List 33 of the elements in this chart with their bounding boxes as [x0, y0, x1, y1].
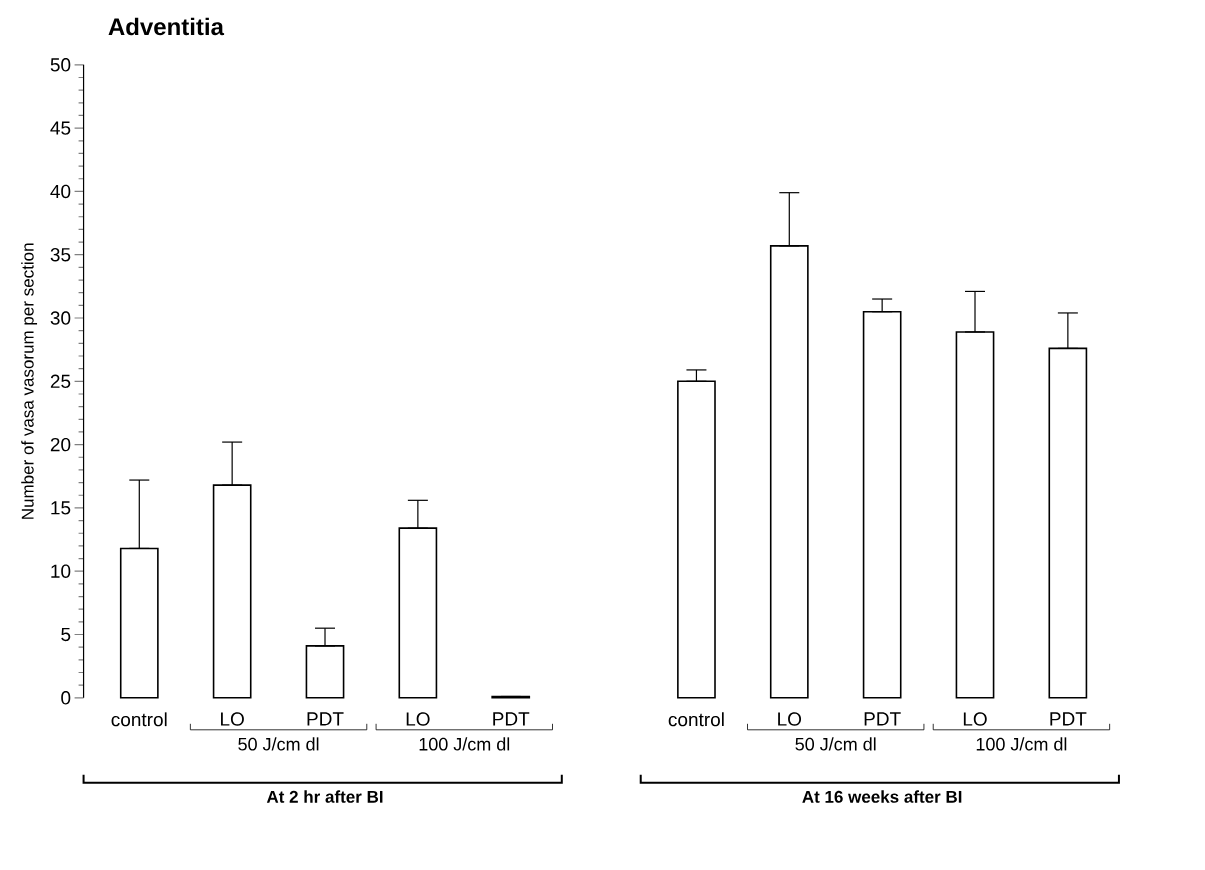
- y-tick-label: 30: [50, 311, 71, 325]
- bar: [955, 331, 995, 699]
- text: 100 J/cm dl: [419, 737, 510, 751]
- x-tick-label: LO: [221, 712, 244, 726]
- x-tick-label: PDT: [493, 712, 530, 726]
- text: 50 J/cm dl: [795, 737, 876, 751]
- x-tick-label: LO: [406, 712, 430, 726]
- x-tick-label: control: [111, 712, 167, 727]
- y-tick-label: 0: [61, 691, 71, 705]
- text: At 16 weeks after BI: [802, 790, 962, 803]
- y-tick-label: 50: [50, 58, 71, 72]
- y-axis-title: Number of vasa vasorum per section: [21, 243, 38, 519]
- text: 50 J/cm dl: [238, 737, 319, 751]
- y-tick-label: 20: [50, 437, 71, 452]
- x-tick-label: PDT: [864, 712, 901, 726]
- y-tick-label: 5: [61, 627, 71, 642]
- bar: [305, 645, 345, 699]
- bar: [769, 245, 809, 699]
- y-tick-label: 40: [50, 184, 71, 199]
- y-tick-label: 15: [51, 501, 71, 515]
- y-tick-label: 25: [50, 374, 71, 389]
- x-tick-label: control: [668, 712, 724, 727]
- x-tick-label: PDT: [307, 712, 344, 726]
- x-tick-label: LO: [963, 712, 987, 726]
- bar: [212, 484, 252, 699]
- chart-title: Adventitia: [108, 17, 225, 36]
- y-tick-label: 35: [50, 247, 71, 262]
- text: At 2 hr after BI: [266, 790, 383, 803]
- y-tick-label: 45: [50, 121, 71, 135]
- y-tick-label: 10: [51, 564, 71, 578]
- text: 100 J/cm dl: [976, 737, 1067, 751]
- x-tick-label: PDT: [1050, 712, 1087, 726]
- x-tick-label: LO: [778, 712, 802, 726]
